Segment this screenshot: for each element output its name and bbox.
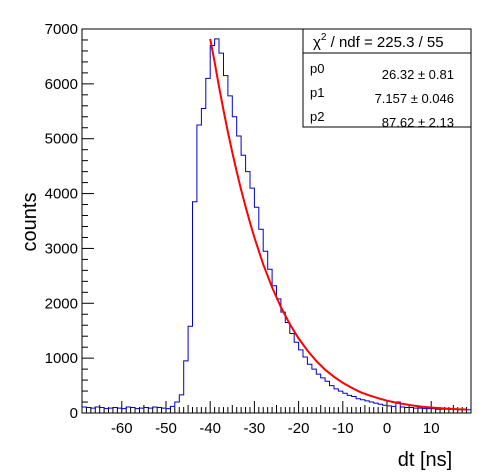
y-tick-label: 3000 (45, 240, 78, 257)
stats-param-value: 7.157 ± 0.046 (375, 91, 454, 106)
x-axis-title: dt [ns] (398, 449, 452, 471)
x-tick-label: -50 (155, 420, 177, 437)
x-tick-label: -20 (288, 420, 310, 437)
stats-box: χ2 / ndf = 225.3 / 55 p0 26.32 ± 0.81 p1 7.… (302, 28, 472, 130)
x-tick-label: -60 (111, 420, 133, 437)
stats-rows: p0 26.32 ± 0.81 p1 7.157 ± 0.046 p2 87.62 ± 2… (310, 61, 454, 130)
chi2-text: / ndf = 225.3 / 55 (326, 34, 443, 51)
y-tick-label: 6000 (45, 76, 78, 93)
chi2-label: χ2 / ndf = 225.3 / 55 (313, 32, 444, 51)
chi2-superscript: 2 (321, 32, 327, 43)
y-axis: 0 1000 2000 3000 4000 5000 6000 7000 (45, 21, 94, 422)
y-tick-label: 1000 (45, 350, 78, 367)
fit-curve (209, 38, 467, 411)
x-tick-label: -40 (199, 420, 221, 437)
y-tick-label: 7000 (45, 21, 78, 38)
y-tick-label: 0 (70, 405, 78, 422)
stats-param-name: p2 (310, 109, 324, 124)
y-tick-label: 4000 (45, 186, 78, 203)
x-tick-label: -10 (332, 420, 354, 437)
stats-param-name: p1 (310, 85, 324, 100)
stats-param-value: 87.62 ± 2.13 (382, 115, 454, 130)
x-tick-label: 10 (423, 420, 440, 437)
y-tick-label: 5000 (45, 131, 78, 148)
stats-param-value: 26.32 ± 0.81 (382, 67, 454, 82)
chi2-symbol: χ (313, 34, 321, 51)
x-tick-label: 0 (383, 420, 391, 437)
x-tick-label: -30 (244, 420, 266, 437)
fit-curve-group (209, 38, 467, 411)
y-tick-label: 2000 (45, 295, 78, 312)
histogram-series (82, 38, 471, 411)
y-axis-title: counts (19, 193, 41, 252)
stats-box-frame (302, 28, 472, 128)
x-axis: -60 -50 -40 -30 -20 -10 0 10 (81, 401, 472, 437)
stats-param-name: p0 (310, 61, 324, 76)
